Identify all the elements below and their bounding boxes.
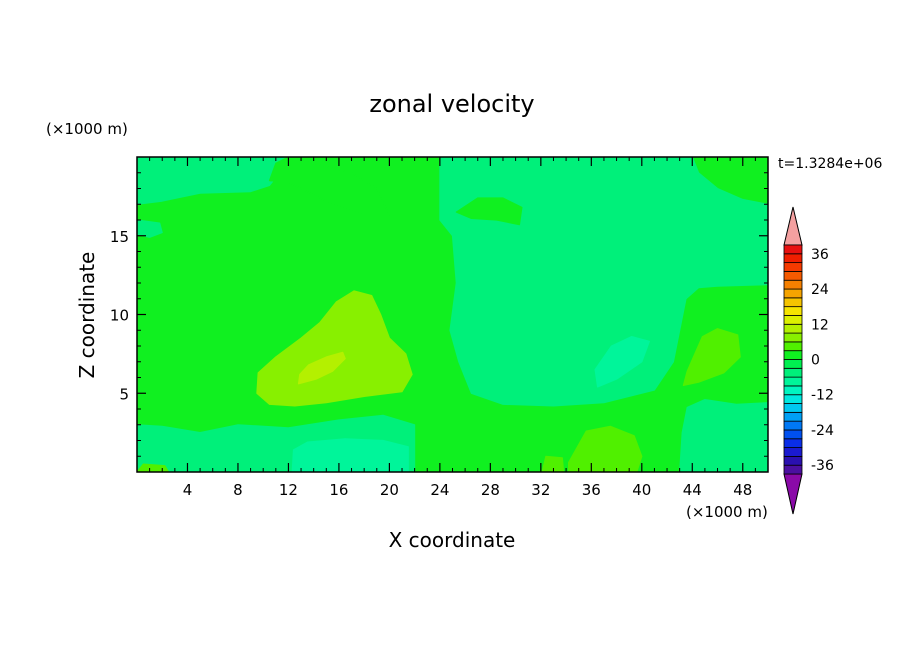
colorbar-tick-label: 24: [811, 282, 829, 298]
colorbar-swatch: [783, 315, 803, 325]
colorbar-swatch: [783, 447, 803, 457]
colorbar-swatch: [783, 271, 803, 281]
colorbar-swatch: [783, 253, 803, 264]
colorbar-swatch: [783, 341, 803, 352]
colorbar-swatch: [783, 350, 803, 360]
y-axis: 5 10 15: [110, 172, 768, 457]
colorbar-tick-label: -36: [811, 458, 834, 474]
field-region-13: [568, 425, 643, 472]
colorbar-tick-label: 36: [811, 247, 829, 263]
field-region-3: [268, 157, 390, 216]
x-tick-label: 40: [632, 481, 651, 499]
y-tick-label: 15: [110, 228, 129, 246]
colorbar-swatch: [783, 359, 803, 369]
field-region-15: [541, 455, 565, 472]
x-unit-label: (×1000 m): [686, 503, 768, 521]
y-unit-label: (×1000 m): [46, 120, 128, 138]
field-region-9: [682, 328, 741, 386]
x-tick-label: 4: [183, 481, 193, 499]
x-tick-label: 32: [531, 481, 550, 499]
colorbar-swatch: [783, 288, 803, 299]
colorbar-swatch: [783, 367, 803, 378]
colorbar-swatch: [783, 403, 803, 413]
colorbar-swatch: [783, 279, 803, 290]
field-region-7: [297, 351, 346, 385]
colorbar-extend-high: [783, 206, 803, 246]
x-tick-label: 36: [582, 481, 601, 499]
chart-title: zonal velocity: [369, 90, 534, 118]
colorbar-swatch: [783, 323, 803, 334]
x-tick-label: 16: [329, 481, 348, 499]
x-tick-label: 8: [233, 481, 243, 499]
field-region-5: [137, 219, 163, 238]
x-tick-label: 20: [380, 481, 399, 499]
colorbar-swatch: [783, 411, 803, 422]
colorbar-tick-label: 0: [811, 353, 820, 369]
y-tick-label: 5: [119, 385, 129, 403]
y-tick-label: 10: [110, 307, 129, 325]
colorbar-swatch: [783, 420, 803, 431]
x-tick-label: 44: [683, 481, 702, 499]
colorbar-extend-low: [783, 473, 803, 515]
x-tick-label: 12: [279, 481, 298, 499]
colorbar-swatch: [783, 429, 803, 440]
time-label: t=1.3284e+06: [778, 156, 882, 172]
colorbar-swatch: [783, 306, 803, 316]
colorbar-swatch: [783, 455, 803, 466]
colorbar-tick-label: -24: [811, 423, 834, 439]
contour-field: [137, 157, 768, 472]
field-region-6: [256, 290, 413, 407]
colorbar-swatch: [783, 385, 803, 396]
colorbar-swatch: [783, 438, 803, 448]
x-tick-label: 48: [733, 481, 752, 499]
field-region-11: [291, 438, 409, 472]
x-axis: 4 8 12 16 20 24 28 32 36 40 44 48: [149, 157, 756, 499]
field-region-4: [455, 197, 523, 226]
colorbar: 36 24 12 0 -12 -24 -36: [783, 206, 834, 515]
colorbar-swatch: [783, 376, 803, 387]
x-axis-label: X coordinate: [389, 528, 516, 552]
x-tick-label: 24: [430, 481, 449, 499]
colorbar-swatch: [783, 262, 803, 272]
colorbar-tick-label: -12: [811, 388, 834, 404]
colorbar-swatch: [783, 464, 803, 475]
colorbar-tick-label: 12: [811, 317, 829, 333]
colorbar-swatch: [783, 297, 803, 308]
field-region-8: [594, 336, 650, 388]
colorbar-swatch: [783, 332, 803, 343]
colorbar-swatch: [783, 244, 803, 255]
colorbar-swatch: [783, 394, 803, 404]
y-axis-label: Z coordinate: [75, 252, 99, 379]
field-region-14: [137, 463, 170, 472]
field-region-1: [439, 157, 768, 407]
x-tick-label: 28: [481, 481, 500, 499]
field-region-12: [679, 399, 768, 472]
